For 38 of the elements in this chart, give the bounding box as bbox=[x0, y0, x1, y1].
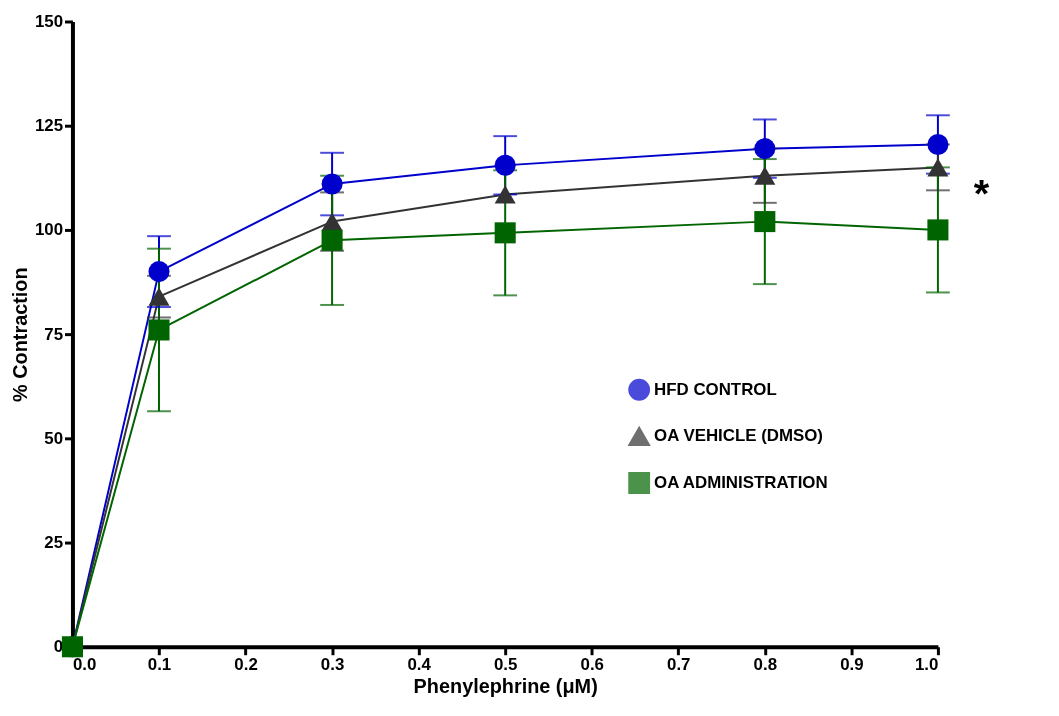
y-tick-label: 50 bbox=[44, 428, 64, 448]
point bbox=[148, 261, 170, 283]
legend-label: HFD CONTROL bbox=[654, 379, 777, 399]
point bbox=[927, 158, 949, 177]
point bbox=[754, 138, 776, 160]
x-axis-title: Phenylephrine (μM) bbox=[413, 674, 598, 697]
x-tick-label: 0.4 bbox=[407, 655, 432, 675]
y-axis-title: % Contraction bbox=[8, 267, 31, 402]
x-tick-label: 0.5 bbox=[493, 655, 518, 675]
x-tick-label: 1.0 bbox=[914, 655, 939, 675]
y-tick-label: 150 bbox=[34, 11, 64, 31]
point bbox=[927, 133, 949, 155]
y-tick-label: 125 bbox=[34, 116, 64, 136]
x-tick-label: 0.1 bbox=[147, 655, 172, 675]
x-tick-label: 0.8 bbox=[753, 655, 778, 675]
y-tick-label: 75 bbox=[44, 324, 64, 344]
x-tick-label: 0.7 bbox=[667, 655, 691, 675]
legend-label: OA VEHICLE (DMSO) bbox=[654, 426, 823, 446]
point bbox=[494, 222, 516, 244]
x-tick-label: 0.9 bbox=[840, 655, 864, 675]
y-tick-label: 100 bbox=[34, 220, 64, 240]
x-tick-label: 0.0 bbox=[72, 655, 97, 675]
point bbox=[148, 287, 170, 306]
y-tick-label: 0 bbox=[53, 637, 64, 657]
point bbox=[494, 185, 516, 204]
y-tick-label: 25 bbox=[44, 533, 64, 553]
point bbox=[321, 229, 343, 251]
x-tick-label: 0.3 bbox=[320, 655, 345, 675]
point bbox=[754, 211, 776, 233]
text: * bbox=[973, 171, 990, 216]
x-tick-label: 0.6 bbox=[580, 655, 604, 675]
point bbox=[754, 166, 776, 185]
point bbox=[321, 173, 343, 195]
x-tick-label: 0.2 bbox=[234, 655, 258, 675]
legend-label: OA ADMINISTRATION bbox=[654, 472, 828, 492]
point bbox=[927, 219, 949, 241]
point bbox=[148, 319, 170, 341]
point bbox=[494, 154, 516, 176]
